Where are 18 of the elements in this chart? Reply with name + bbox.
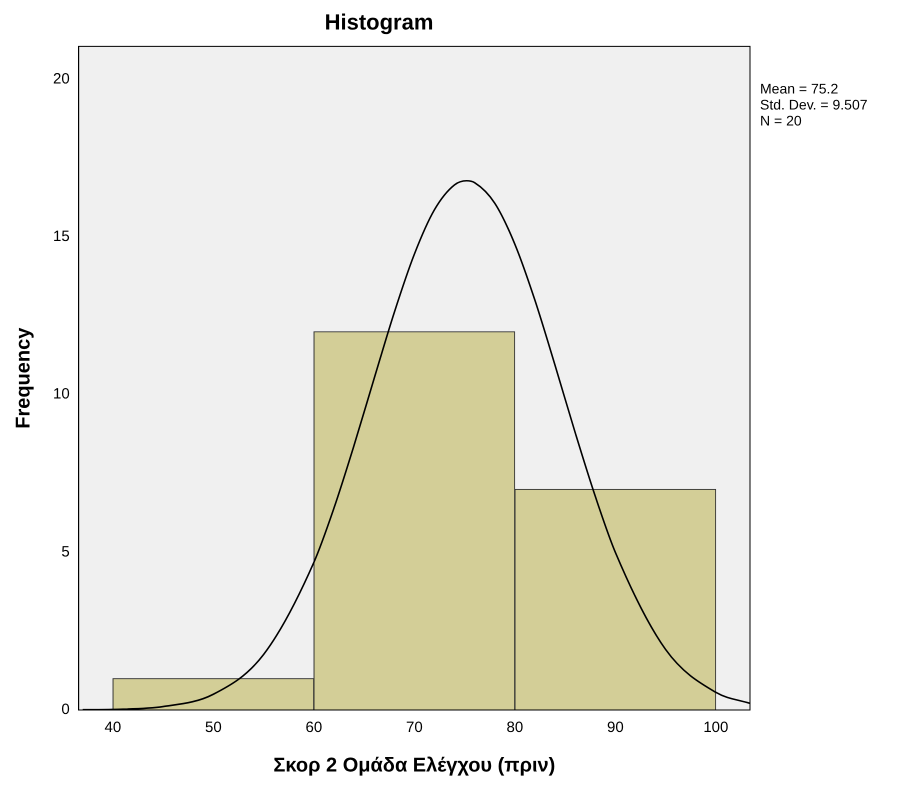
x-tick-label: 50 — [205, 719, 222, 736]
x-axis-title: Σκορ 2 Ομάδα Ελέγχου (πριν) — [273, 754, 556, 777]
x-tick-label: 100 — [703, 719, 728, 736]
text: Std. Dev. = 9.507 — [760, 96, 868, 112]
y-tick-label: 15 — [52, 228, 70, 246]
y-tick-label: 0 — [61, 701, 70, 718]
y-tick-label: 5 — [61, 543, 70, 560]
text: Mean = 75.2 — [760, 80, 838, 96]
text: N = 20 — [760, 112, 802, 128]
y-tick-label: 10 — [52, 386, 70, 403]
chart-title: Histogram — [324, 9, 434, 34]
x-tick-label: 70 — [406, 719, 423, 736]
x-tick-label: 80 — [506, 719, 524, 736]
x-tick-label: 40 — [104, 719, 122, 736]
x-tick-label: 60 — [306, 719, 322, 736]
y-tick-label: 20 — [52, 70, 70, 88]
y-axis-title: Frequency — [12, 326, 35, 429]
x-tick-label: 90 — [606, 719, 624, 736]
